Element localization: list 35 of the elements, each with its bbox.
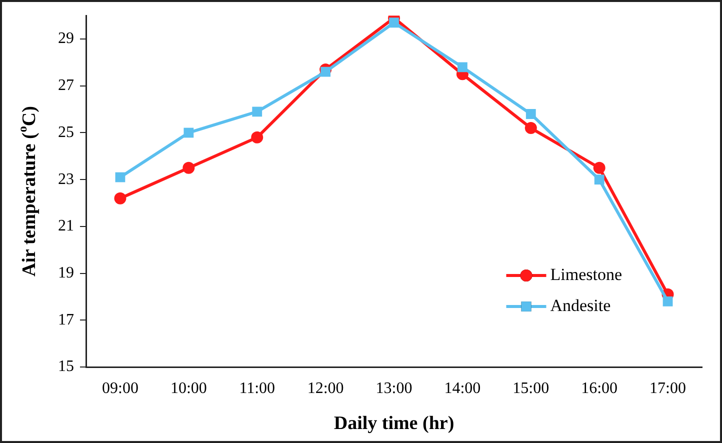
point <box>457 62 468 72</box>
x-tick-label: 11:00 <box>239 380 276 397</box>
x-tick-label: 15:00 <box>512 380 550 397</box>
x-tick-label: 17:00 <box>650 380 686 397</box>
y-tick-label: 17 <box>58 311 74 328</box>
y-tick-label: 23 <box>58 170 74 188</box>
legend-label: Andesite <box>550 296 611 315</box>
x-tick-label: 13:00 <box>376 380 412 397</box>
point <box>184 128 194 138</box>
y-tick-label: 29 <box>58 30 74 48</box>
point <box>251 131 264 144</box>
point <box>594 174 604 185</box>
y-tick-label: 15 <box>58 358 74 376</box>
x-tick-label: 09:00 <box>102 380 138 397</box>
x-tick-label: 14:00 <box>444 380 481 397</box>
point <box>526 109 536 119</box>
x-tick-label: 10:00 <box>170 380 207 397</box>
point <box>524 122 537 134</box>
x-tick-label: 12:00 <box>307 380 344 397</box>
point <box>252 106 262 117</box>
point <box>115 172 126 182</box>
x-tick-label: 16:00 <box>581 380 618 397</box>
legend-label: Limestone <box>550 264 622 284</box>
y-tick-label: 27 <box>58 77 74 94</box>
point <box>182 162 195 174</box>
point <box>320 66 331 77</box>
point <box>389 18 399 28</box>
x-axis-title: Daily time (hr) <box>334 412 454 434</box>
point <box>593 162 606 174</box>
y-tick-label: 19 <box>58 264 74 282</box>
y-tick-label: 25 <box>58 124 74 141</box>
y-tick-label: 21 <box>58 218 74 235</box>
y-axis-title: Air temperature (oC) <box>16 106 40 277</box>
point <box>114 192 126 204</box>
point <box>662 296 673 306</box>
